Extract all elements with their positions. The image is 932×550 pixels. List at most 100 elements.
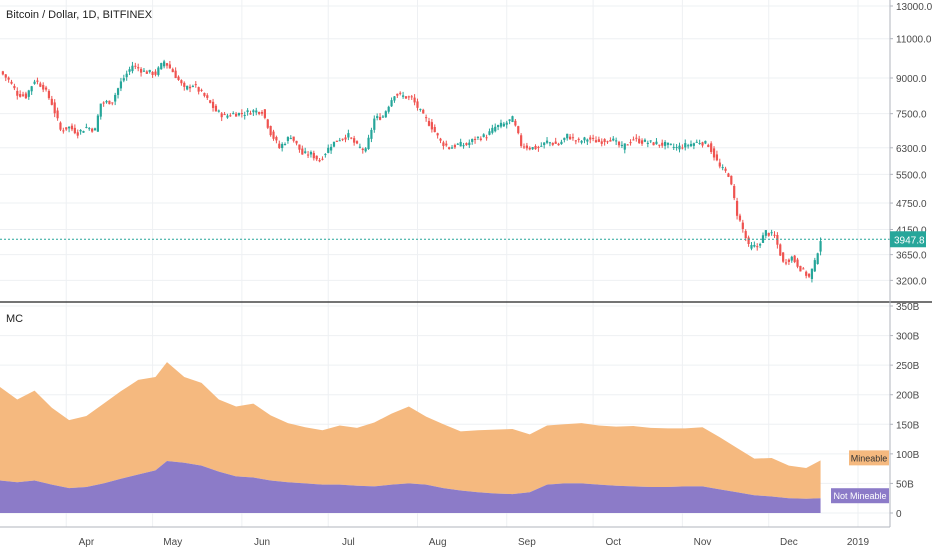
candle-body [436, 133, 439, 136]
candle-body [145, 71, 148, 74]
candle-body [139, 68, 143, 73]
candlestick-series [1, 59, 822, 283]
candle-body [260, 112, 264, 114]
candle-body [640, 140, 644, 144]
candle-body [439, 138, 442, 141]
candle-body [442, 142, 445, 146]
price-tick-label: 5500.0 [896, 170, 927, 181]
candle-body [638, 138, 641, 144]
candle-body [681, 147, 684, 149]
candle-body [730, 175, 733, 185]
candle-body [669, 143, 672, 145]
chart-title: Bitcoin / Dollar, 1D, BITFINEX [6, 9, 153, 21]
candle-body [341, 138, 344, 140]
candle-body [102, 102, 105, 104]
time-tick-label: Apr [79, 537, 95, 548]
time-tick-label: Dec [780, 537, 798, 548]
candle-body [312, 152, 315, 159]
candle-body [568, 136, 572, 140]
candle-body [779, 244, 782, 256]
candle-body [93, 128, 97, 131]
candle-body [663, 142, 667, 146]
candle-body [560, 141, 563, 145]
mc-tick-label: 350B [896, 302, 920, 313]
candle-body [687, 145, 690, 147]
candle-body [232, 113, 235, 115]
candle-body [65, 127, 68, 130]
candle-body [226, 115, 229, 118]
mc-axis[interactable]: 0 50B 100B 150B 200B 250B 300B 350B [890, 302, 920, 520]
candle-body [70, 125, 74, 130]
candle-body [122, 78, 125, 81]
candle-body [574, 140, 577, 142]
candle-body [50, 98, 53, 105]
candle-body [566, 133, 569, 139]
candle-body [448, 147, 451, 150]
candle-body [246, 110, 249, 113]
candle-body [782, 252, 785, 262]
candle-body [358, 146, 361, 148]
candle-body [364, 148, 367, 152]
candle-body [194, 84, 197, 86]
candle-body [479, 138, 482, 141]
candle-body [589, 137, 592, 140]
candle-body [88, 128, 91, 130]
candle-body [531, 147, 534, 150]
candle-body [19, 94, 22, 97]
candle-body [419, 108, 422, 110]
candle-body [229, 115, 232, 117]
price-tick-label: 3200.0 [896, 276, 927, 287]
mineable-area [0, 362, 821, 499]
candle-body [528, 147, 531, 150]
candle-body [73, 127, 76, 134]
candle-body [119, 81, 123, 89]
candle-body [327, 147, 330, 153]
candle-body [735, 200, 739, 216]
candle-body [485, 137, 488, 139]
candle-body [353, 138, 356, 143]
candle-body [324, 154, 327, 156]
candle-body [756, 246, 759, 248]
time-tick-label: Oct [605, 537, 621, 548]
candle-body [609, 140, 612, 142]
candle-body [401, 95, 405, 97]
candle-body [678, 145, 681, 150]
not-mineable-badge-label: Not Mineable [833, 491, 886, 501]
candle-body [626, 144, 629, 146]
price-axis[interactable]: 13000.0 11000.0 9000.0 7500.0 6300.0 5500.0 47… [890, 2, 932, 287]
candle-body [551, 143, 554, 145]
candle-body [1, 71, 4, 75]
candle-body [252, 110, 255, 113]
candle-body [157, 67, 160, 75]
price-tick-label: 13000.0 [896, 2, 932, 13]
candle-body [554, 141, 557, 144]
mc-tick-label: 300B [896, 332, 920, 343]
candle-body [522, 146, 526, 148]
candle-body [548, 142, 552, 144]
candle-body [321, 158, 324, 160]
candle-body [407, 96, 410, 98]
candle-body [707, 144, 710, 147]
candle-body [747, 237, 750, 245]
candle-body [85, 126, 88, 128]
candle-body [692, 143, 695, 146]
candle-body [234, 113, 238, 117]
candle-body [82, 130, 85, 133]
candle-body [338, 140, 341, 142]
candle-body [116, 88, 120, 95]
candle-body [330, 146, 333, 151]
candle-body [658, 144, 661, 146]
candle-body [459, 141, 462, 147]
time-axis[interactable]: Apr May Jun Jul Aug Sep Oct Nov Dec 2019 [79, 537, 870, 548]
price-tick-label: 11000.0 [896, 35, 932, 46]
candle-body [263, 109, 266, 118]
candle-body [796, 259, 799, 267]
candle-body [62, 130, 65, 132]
candle-body [425, 117, 428, 119]
candle-body [727, 173, 730, 177]
candle-body [376, 116, 379, 118]
candle-body [142, 70, 146, 72]
not-mineable-area [0, 460, 821, 513]
candle-body [770, 232, 773, 234]
